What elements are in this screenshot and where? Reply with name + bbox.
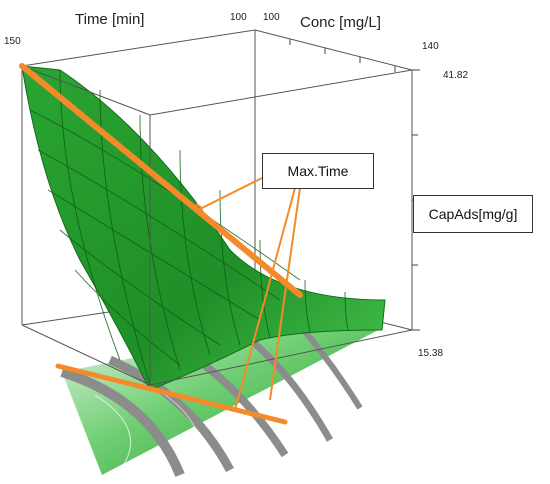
tick-marks [289,39,420,331]
annotation-pointers [194,177,301,411]
z-axis-label: CapAds[mg/g] [413,195,533,233]
max-time-callout: Max.Time [262,153,374,189]
conc-axis-label: Conc [mg/L] [300,14,381,31]
conc-min-tick: 100 [263,12,280,23]
conc-max-tick: 140 [422,41,439,52]
time-min-tick: 100 [230,12,247,23]
z-min-tick: 15.38 [418,348,443,359]
max-time-ridge-lines [19,63,303,425]
surface-ridge-line [19,63,303,298]
response-surface [21,65,386,391]
time-max-tick: 150 [4,36,21,47]
time-axis-label: Time [min] [75,11,144,28]
z-max-tick: 41.82 [443,70,468,81]
floor-ridge-line [55,363,288,425]
